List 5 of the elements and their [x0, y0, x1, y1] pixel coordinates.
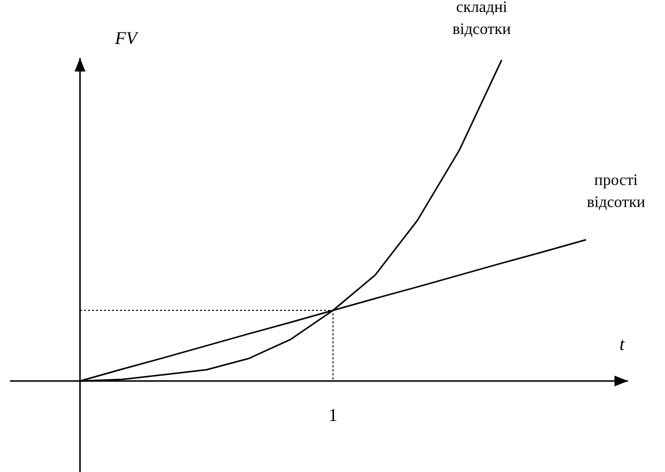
- series-label: складні відсотки: [452, 0, 512, 38]
- series-label: прості відсотки: [586, 172, 646, 211]
- y-axis-title: FV: [114, 28, 139, 48]
- text: 1: [328, 405, 338, 425]
- x-axis-title: t: [619, 334, 626, 354]
